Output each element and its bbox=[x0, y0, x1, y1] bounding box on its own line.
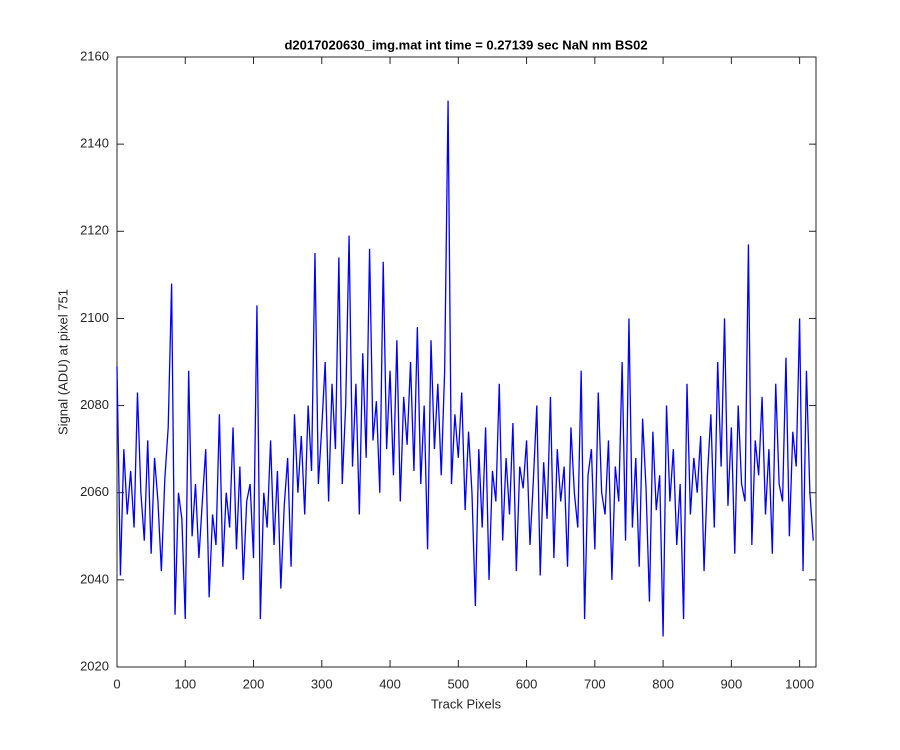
y-tick-label: 2120 bbox=[80, 223, 109, 238]
x-tick-label: 100 bbox=[174, 676, 196, 691]
x-tick-label: 0 bbox=[113, 676, 120, 691]
y-axis-label: Signal (ADU) at pixel 751 bbox=[55, 289, 70, 435]
y-tick-label: 2060 bbox=[80, 484, 109, 499]
y-tick-label: 2040 bbox=[80, 571, 109, 586]
y-tick-label: 2160 bbox=[80, 48, 109, 63]
x-tick-label: 500 bbox=[447, 676, 469, 691]
x-tick-label: 1000 bbox=[785, 676, 814, 691]
data-line bbox=[116, 100, 814, 637]
x-axis-label: Track Pixels bbox=[431, 696, 502, 711]
x-tick-label: 200 bbox=[243, 676, 265, 691]
x-tick-label: 900 bbox=[721, 676, 743, 691]
x-tick-label: 300 bbox=[311, 676, 333, 691]
y-tick-label: 2080 bbox=[80, 397, 109, 412]
chart-title: d2017020630_img.mat int time = 0.27139 s… bbox=[284, 37, 647, 52]
plot-box bbox=[116, 56, 817, 668]
y-tick-label: 2020 bbox=[80, 658, 109, 673]
y-tick-label: 2100 bbox=[80, 310, 109, 325]
x-tick-label: 600 bbox=[516, 676, 538, 691]
y-tick-label: 2140 bbox=[80, 136, 109, 151]
x-tick-label: 800 bbox=[652, 676, 674, 691]
x-tick-label: 700 bbox=[584, 676, 606, 691]
x-tick-label: 400 bbox=[379, 676, 401, 691]
